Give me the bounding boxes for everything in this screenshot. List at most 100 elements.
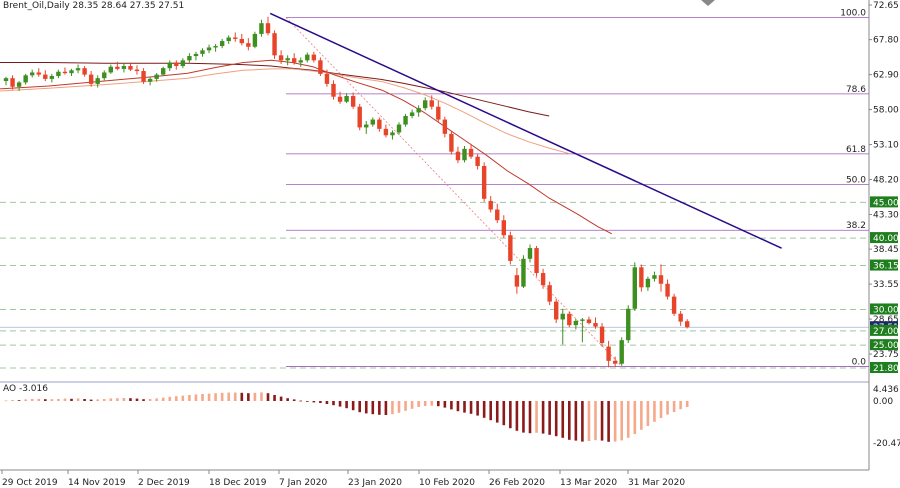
candle-body (206, 47, 212, 51)
candle (554, 298, 559, 324)
candle (514, 268, 520, 294)
ao-bar (299, 400, 303, 402)
ao-bar (240, 392, 244, 401)
candle-body (665, 283, 670, 297)
candle (632, 262, 637, 311)
candle (75, 64, 81, 74)
price-tag-label: 25.00 (873, 341, 899, 351)
candle (652, 271, 657, 282)
candle (580, 318, 585, 343)
y-tick-label: 48.20 (873, 176, 899, 186)
ao-bar (489, 401, 492, 421)
candle-body (632, 267, 637, 309)
candle (639, 264, 644, 292)
ao-bar (122, 398, 126, 401)
candle (567, 311, 572, 328)
candle-body (16, 82, 22, 87)
ao-bar (626, 401, 630, 438)
candle (685, 319, 690, 329)
candle-body (495, 209, 500, 221)
ao-bar (410, 401, 414, 409)
price-tag-label: 27.00 (873, 327, 899, 337)
scroll-marker-icon[interactable] (701, 0, 715, 6)
candle-body (481, 165, 487, 199)
candle (383, 124, 389, 138)
ao-bar (338, 401, 342, 407)
candle (370, 117, 375, 127)
y-tick-label: 72.65 (873, 1, 899, 11)
candle-body (239, 38, 244, 44)
candle (462, 145, 467, 163)
ao-bar (273, 395, 276, 401)
candle-body (671, 296, 677, 314)
candle-body (534, 248, 539, 274)
candle (547, 281, 552, 306)
price-axis[interactable]: 72.65 67.80 62.90 58.00 53.10 48.20 43.30 38.45… (869, 1, 899, 360)
trend-lines[interactable] (269, 12, 782, 367)
ao-bar (116, 398, 119, 401)
candle (10, 75, 15, 90)
candle-body (161, 68, 166, 75)
candle-body (599, 326, 605, 344)
ao-bar (4, 400, 8, 402)
y-tick-label: 23.75 (873, 350, 899, 360)
candle-body (69, 70, 74, 74)
candle (350, 92, 356, 109)
price-tag: 40.00 (870, 232, 899, 244)
ma-mid-line (0, 68, 571, 155)
candle-body (436, 106, 441, 120)
candle-body (475, 156, 480, 166)
candle-body (580, 319, 585, 321)
candle-body (259, 23, 264, 34)
candle-body (252, 33, 258, 47)
candle-body (560, 313, 565, 320)
ao-bar (430, 401, 434, 406)
candle-body (167, 62, 172, 69)
candle (213, 43, 218, 52)
ao-legend: AO -3.016 (3, 384, 48, 394)
candle-body (423, 100, 428, 109)
candle-body (10, 78, 15, 87)
candle-body (678, 313, 683, 322)
ohlc-values: 28.35 28.64 27.35 27.51 (72, 1, 185, 11)
price-tag: 25.00 (870, 339, 899, 351)
candle (455, 146, 461, 164)
ao-bar (535, 401, 538, 433)
y-tick-label: 53.10 (873, 141, 899, 151)
candle-body (246, 43, 251, 47)
candle (593, 317, 598, 329)
ao-bar (541, 401, 545, 434)
price-tag-label: 30.00 (873, 305, 899, 315)
x-tick-label: 14 Nov 2019 (68, 478, 126, 488)
ao-bar (102, 399, 106, 401)
candle (337, 91, 343, 104)
candle-body (567, 313, 572, 326)
candle (108, 64, 113, 74)
candle (436, 101, 441, 123)
time-axis[interactable]: 29 Oct 2019 14 Nov 2019 2 Dec 2019 18 Dec 2… (1, 470, 685, 488)
candle-body (193, 53, 199, 57)
candle (69, 68, 74, 77)
candle (82, 66, 87, 77)
candle (141, 68, 146, 84)
ao-bar (109, 398, 113, 401)
y-tick-label: 67.80 (873, 36, 899, 46)
y-tick-label: 58.00 (873, 106, 899, 116)
candle-body (56, 71, 61, 77)
candle (265, 16, 271, 36)
candle-body (88, 74, 94, 84)
candle-body (547, 285, 552, 302)
y-tick-label: 28.65 (873, 315, 899, 325)
candle (49, 73, 55, 83)
ao-bar (50, 399, 54, 401)
ao-bar (456, 401, 460, 412)
candle (481, 162, 487, 202)
fib-label: 78.6 (846, 85, 866, 95)
candle-body (324, 73, 330, 84)
ao-bar (423, 401, 427, 406)
candle (298, 57, 303, 67)
ao-bar (666, 401, 669, 415)
candle-body (370, 119, 375, 125)
candle (206, 44, 212, 54)
